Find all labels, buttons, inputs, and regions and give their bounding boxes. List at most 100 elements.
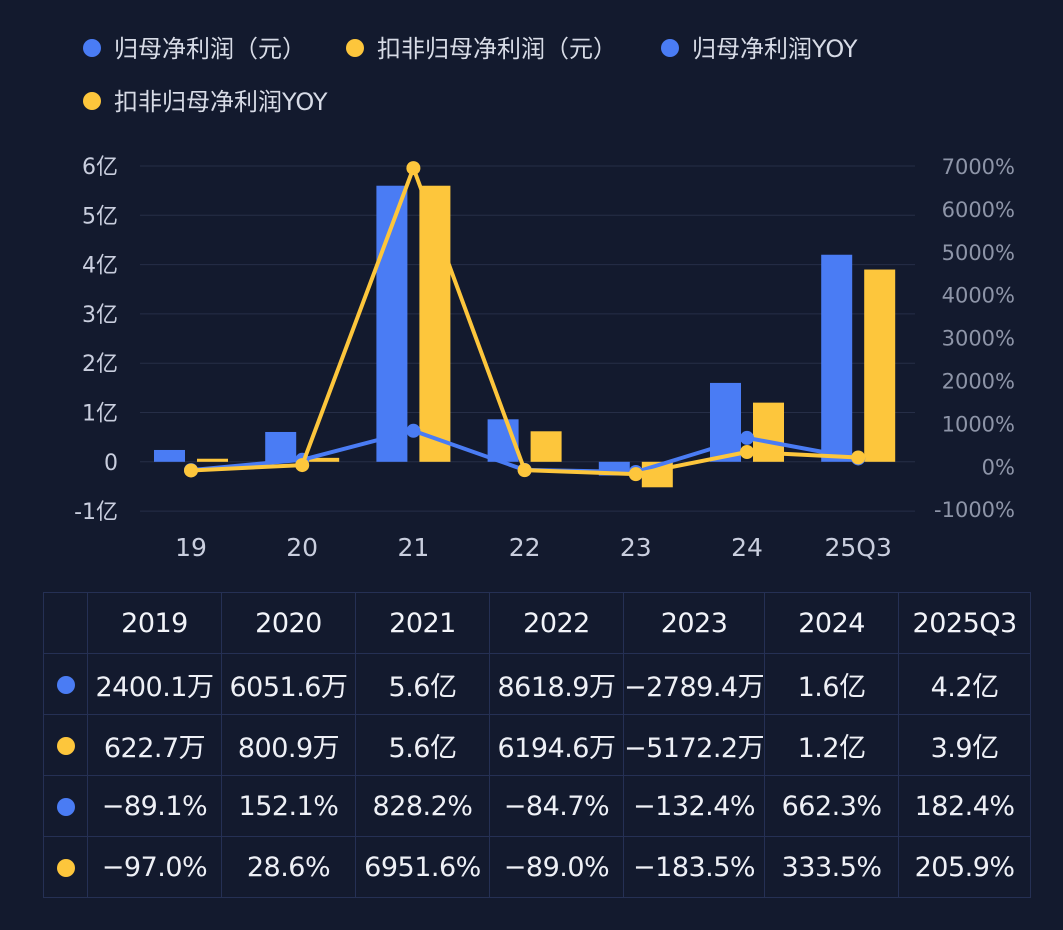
y-right-tick-label: -1000% — [934, 498, 1015, 522]
table-header-cell: 2025Q3 — [898, 592, 1032, 654]
legend-dot-icon — [83, 39, 101, 57]
row-dot-icon — [56, 798, 75, 816]
row-marker — [43, 775, 88, 837]
x-tick-label: 23 — [620, 533, 652, 562]
table-header-cell: 2022 — [489, 592, 624, 654]
table-row: 622.7万 800.9万 5.6亿 6194.6万 −5172.2万 1.2亿… — [43, 714, 1032, 776]
table-cell: −89.0% — [489, 836, 624, 898]
line-point — [517, 463, 532, 478]
y-left-tick-label: 2亿 — [82, 352, 118, 377]
table-cell: 3.9亿 — [898, 714, 1032, 776]
line-point — [628, 467, 643, 482]
line-point — [406, 161, 421, 176]
y-left-tick-label: 1亿 — [82, 402, 118, 427]
legend-dot-icon — [661, 39, 679, 57]
table-cell: 205.9% — [898, 836, 1032, 898]
y-left-tick-label: 4亿 — [82, 254, 118, 279]
x-tick-label: 22 — [509, 533, 541, 562]
x-tick-label: 25Q3 — [824, 533, 891, 562]
y-right-tick-label: 2000% — [942, 370, 1015, 394]
table-cell: 1.6亿 — [764, 653, 900, 715]
row-dot-icon — [56, 737, 75, 755]
bar — [864, 269, 896, 462]
y-left-tick-label: -1亿 — [74, 500, 118, 525]
data-table: 2019 2020 2021 2022 2023 2024 2025Q3 240… — [43, 592, 1032, 898]
table-cell: 6194.6万 — [489, 714, 624, 776]
table-header-row: 2019 2020 2021 2022 2023 2024 2025Q3 — [43, 592, 1032, 654]
table-cell: 828.2% — [355, 775, 490, 837]
line-point — [406, 423, 421, 438]
line-point — [184, 463, 198, 478]
combo-chart: 归母净利润（元） 扣非归母净利润（元） 归母净利润YOY 扣非归母净利润YOY 6亿 5亿… — [74, 35, 1015, 562]
table-cell: 662.3% — [764, 775, 900, 837]
y-right-tick-label: 6000% — [942, 198, 1015, 222]
legend-label: 扣非归母净利润YOY — [114, 88, 328, 116]
bar — [308, 457, 340, 462]
bar — [376, 185, 408, 462]
table-header-cell: 2024 — [764, 592, 900, 654]
y-left-tick-label: 6亿 — [82, 155, 118, 180]
table-cell: 152.1% — [221, 775, 356, 837]
row-dot-icon — [56, 676, 75, 694]
table-cell: 6951.6% — [355, 836, 490, 898]
legend-dot-icon — [346, 39, 364, 57]
table-cell: 1.2亿 — [764, 714, 900, 776]
y-right-tick-label: 3000% — [942, 327, 1015, 351]
table-row: −89.1% 152.1% 828.2% −84.7% −132.4% 662.… — [43, 775, 1032, 837]
x-tick-label: 19 — [175, 533, 207, 562]
table-cell: −5172.2万 — [622, 714, 766, 776]
table-cell: 622.7万 — [87, 714, 222, 776]
table-cell: −97.0% — [87, 836, 222, 898]
table-cell: 182.4% — [898, 775, 1032, 837]
y-left-tick-label: 0 — [104, 451, 118, 476]
x-tick-label: 20 — [286, 533, 318, 562]
y-right-tick-label: 5000% — [942, 241, 1015, 265]
y-left-tick-label: 5亿 — [82, 204, 118, 229]
legend-label: 归母净利润YOY — [692, 35, 858, 63]
bar — [154, 449, 185, 462]
bar — [710, 382, 741, 462]
legend-dot-icon — [83, 92, 101, 110]
x-tick-label: 24 — [731, 533, 763, 562]
table-header-cell: 2019 — [87, 592, 222, 654]
y-right-tick-label: 0% — [982, 455, 1015, 479]
bar — [821, 254, 853, 462]
table-header-cell: 2023 — [622, 592, 766, 654]
line-point — [740, 444, 754, 459]
table-cell: −2789.4万 — [622, 653, 766, 715]
table-cell: −183.5% — [622, 836, 766, 898]
y-right-tick-label: 7000% — [942, 155, 1015, 179]
bar — [265, 431, 297, 462]
table-cell: 4.2亿 — [898, 653, 1032, 715]
table-cell: 5.6亿 — [355, 653, 490, 715]
line-point — [851, 450, 866, 465]
table-cell: 2400.1万 — [87, 653, 222, 715]
y-left-tick-label: 3亿 — [82, 303, 118, 328]
bar — [530, 431, 562, 462]
table-cell: 28.6% — [221, 836, 356, 898]
bar — [197, 458, 228, 462]
x-tick-label: 21 — [397, 533, 429, 562]
y-right-tick-label: 4000% — [942, 284, 1015, 308]
row-dot-icon — [56, 859, 75, 877]
table-cell: −84.7% — [489, 775, 624, 837]
legend-label: 归母净利润（元） — [114, 35, 306, 63]
table-cell: 6051.6万 — [221, 653, 356, 715]
table-header-cell: 2021 — [355, 592, 490, 654]
table-cell: 8618.9万 — [489, 653, 624, 715]
table-corner — [43, 592, 88, 654]
row-marker — [43, 836, 88, 898]
table-cell: −132.4% — [622, 775, 766, 837]
y-right-tick-label: 1000% — [942, 412, 1015, 436]
table-cell: −89.1% — [87, 775, 222, 837]
table-row: −97.0% 28.6% 6951.6% −89.0% −183.5% 333.… — [43, 836, 1032, 898]
line-point — [295, 458, 310, 473]
table-row: 2400.1万 6051.6万 5.6亿 8618.9万 −2789.4万 1.… — [43, 653, 1032, 715]
legend-label: 扣非归母净利润（元） — [377, 35, 617, 63]
row-marker — [43, 653, 88, 715]
row-marker — [43, 714, 88, 776]
table-cell: 333.5% — [764, 836, 900, 898]
table-header-cell: 2020 — [221, 592, 356, 654]
line-point — [740, 430, 754, 445]
table-cell: 5.6亿 — [355, 714, 490, 776]
